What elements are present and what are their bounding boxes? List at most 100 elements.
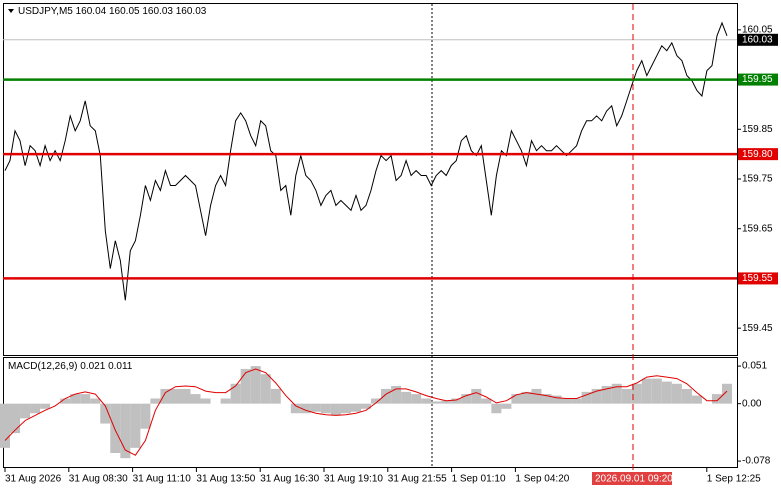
- x-tick-label: 1 Sep 04:20: [515, 474, 569, 485]
- macd-bar: [711, 394, 722, 404]
- macd-bar: [10, 403, 21, 434]
- y-tick-label: 159.65: [742, 223, 773, 234]
- macd-bar: [511, 394, 522, 404]
- macd-bar: [561, 398, 572, 404]
- macd-bar: [310, 403, 321, 412]
- y-tick-label: -0.078: [742, 456, 771, 467]
- macd-bar: [340, 403, 351, 414]
- macd-bar: [260, 374, 271, 404]
- dropdown-arrow: [8, 9, 14, 13]
- macd-bar: [190, 394, 201, 404]
- x-tick-label: 31 Aug 21:55: [388, 474, 447, 485]
- macd-bar: [591, 388, 602, 404]
- price-header: USDJPY,M5 160.04 160.05 160.03 160.03: [18, 6, 207, 17]
- macd-bar: [581, 391, 592, 404]
- y-tick-label: 0.051: [742, 361, 767, 372]
- macd-bar: [451, 398, 462, 404]
- macd-bar: [200, 398, 211, 404]
- macd-bar: [651, 378, 662, 404]
- macd-bar: [371, 398, 382, 404]
- macd-bar: [531, 388, 542, 404]
- signal-value: 0.011: [108, 361, 133, 372]
- macd-bar: [721, 383, 733, 404]
- macd-bar: [120, 403, 131, 459]
- macd-bar: [330, 403, 341, 416]
- macd-name: MACD(12,26,9): [8, 361, 77, 372]
- macd-bar: [391, 385, 402, 404]
- macd-bar: [70, 394, 81, 404]
- signal-line: [4, 368, 728, 456]
- macd-header: MACD(12,26,9) 0.021 0.011: [8, 361, 133, 372]
- price-panel: [3, 3, 738, 356]
- high: 160.05: [109, 6, 140, 17]
- macd-bar: [90, 398, 101, 404]
- symbol: USDJPY,M5: [18, 6, 73, 17]
- macd-bar: [631, 383, 642, 404]
- macd-bar: [501, 403, 512, 409]
- last-price-label: 160.03: [742, 34, 773, 45]
- macd-bar: [110, 403, 121, 454]
- macd-bar: [621, 388, 632, 404]
- level-label-box: [738, 272, 778, 285]
- macd-bar: [360, 403, 372, 409]
- level-label-box: [738, 73, 778, 86]
- level-label: 159.95: [742, 74, 773, 85]
- macd-bar: [541, 394, 552, 404]
- macd-bar: [681, 388, 692, 404]
- macd-bar: [60, 398, 71, 404]
- macd-bar: [270, 388, 281, 404]
- close: 160.03: [176, 6, 207, 17]
- macd-bar: [611, 383, 622, 404]
- open: 160.04: [76, 6, 107, 17]
- macd-bar: [431, 401, 442, 404]
- macd-bar: [661, 381, 672, 404]
- cursor-label: 2026.09.01 09:20: [595, 474, 673, 485]
- y-tick-label: 0.00: [742, 398, 762, 409]
- macd-value: 0.021: [80, 361, 105, 372]
- macd-bar: [40, 403, 51, 409]
- level-label: 159.80: [742, 149, 773, 160]
- macd-bar: [461, 394, 472, 404]
- macd-bar: [170, 388, 181, 404]
- x-tick-label: 31 Aug 11:10: [133, 474, 192, 485]
- macd-bar: [180, 388, 191, 404]
- last-price-box: [738, 33, 778, 46]
- x-tick-label: 31 Aug 13:50: [196, 474, 255, 485]
- macd-bar: [100, 403, 111, 424]
- macd-bar: [140, 403, 151, 429]
- macd-bar: [300, 403, 311, 414]
- macd-bar: [220, 398, 231, 404]
- level-label-box: [738, 148, 778, 161]
- macd-bar: [250, 366, 261, 404]
- macd-bar: [160, 388, 171, 404]
- x-tick-label: 1 Sep 12:25: [707, 474, 761, 485]
- x-tick-label: 1 Sep 01:10: [452, 474, 506, 485]
- y-tick-label: 159.45: [742, 323, 773, 334]
- macd-bar: [571, 398, 582, 404]
- macd-bar: [481, 398, 492, 404]
- macd-bar: [150, 398, 161, 404]
- macd-bar: [0, 403, 11, 448]
- low: 160.03: [142, 6, 173, 17]
- macd-bar: [641, 378, 652, 404]
- macd-bar: [471, 388, 482, 404]
- macd-bar: [320, 403, 331, 414]
- y-tick-label: 159.75: [742, 174, 773, 185]
- x-tick-label: 31 Aug 19:10: [324, 474, 383, 485]
- macd-bar: [691, 395, 702, 404]
- x-tick-label: 31 Aug 16:30: [260, 474, 319, 485]
- macd-bar: [521, 391, 532, 404]
- macd-bar: [601, 385, 612, 404]
- macd-bar: [411, 394, 422, 404]
- macd-bar: [230, 383, 241, 404]
- macd-bar: [80, 394, 91, 404]
- macd-bar: [350, 403, 361, 412]
- y-tick-label: 159.85: [742, 124, 773, 135]
- macd-bar: [381, 388, 392, 404]
- level-label: 159.55: [742, 273, 773, 284]
- macd-bar: [401, 391, 412, 404]
- macd-bar: [290, 403, 301, 414]
- cursor-label-box: [592, 472, 672, 485]
- macd-bar: [30, 403, 41, 414]
